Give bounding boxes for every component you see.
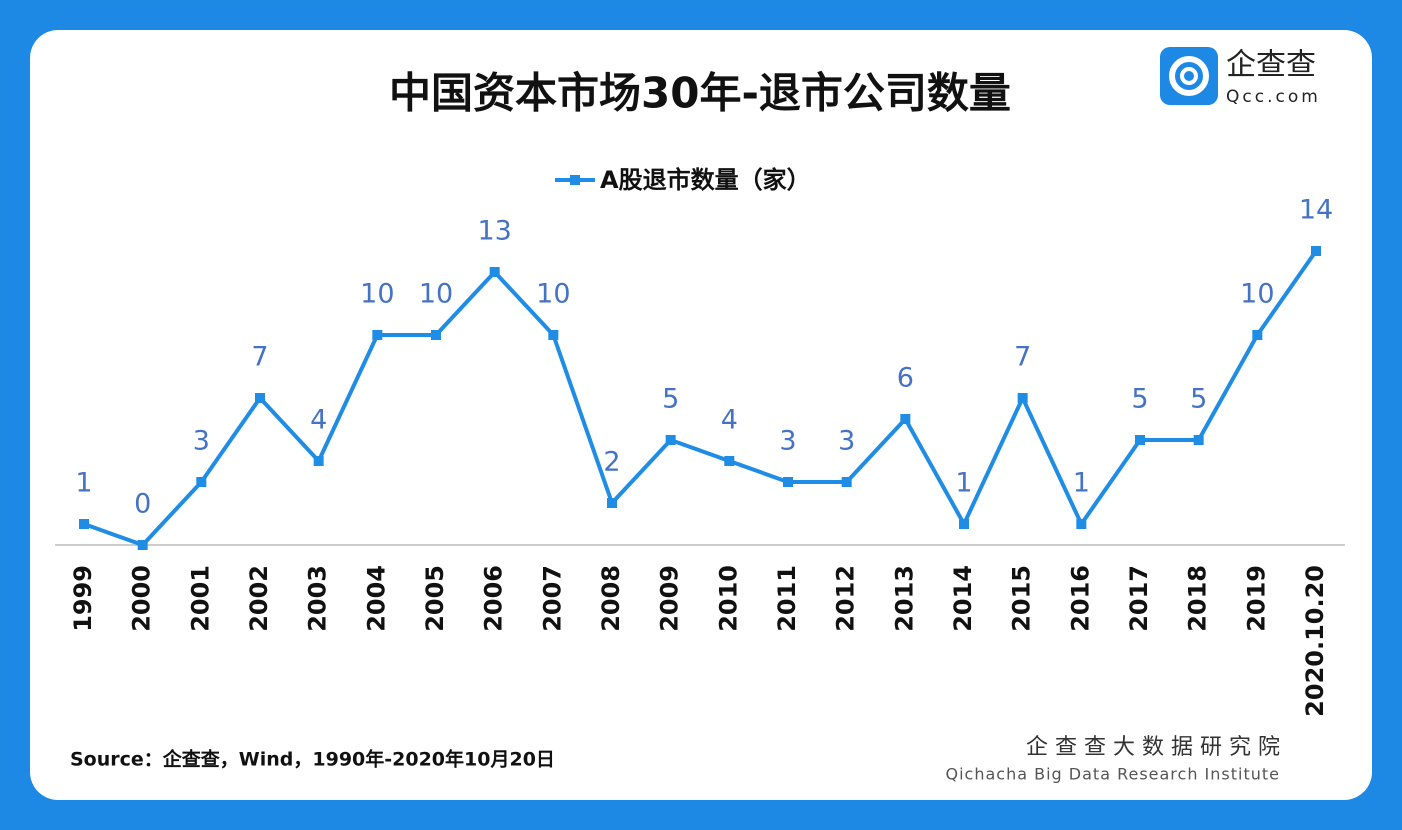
data-label: 1 [75, 468, 92, 499]
x-tick-label: 2012 [832, 565, 860, 632]
point-marker [841, 477, 852, 487]
point-marker [1017, 393, 1028, 403]
x-tick-label: 2005 [421, 565, 449, 632]
x-tick-label: 2001 [186, 565, 214, 632]
x-tick-label: 2020.10.20 [1301, 565, 1329, 717]
x-tick-label: 2011 [773, 565, 801, 632]
data-label: 10 [419, 279, 453, 310]
point-marker [1193, 435, 1204, 445]
data-label: 2 [603, 447, 620, 478]
point-marker [431, 330, 441, 340]
data-label: 10 [1240, 279, 1274, 310]
legend-marker [570, 175, 580, 185]
point-marker [313, 456, 324, 466]
data-label: 3 [838, 426, 855, 457]
point-marker [1076, 519, 1087, 529]
point-marker [900, 414, 911, 424]
logo-ring [1169, 56, 1209, 96]
data-label: 5 [1131, 384, 1148, 415]
point-marker [372, 330, 383, 340]
x-tick-label: 2019 [1242, 565, 1270, 632]
point-marker [665, 435, 676, 445]
data-label: 3 [779, 426, 796, 457]
data-label: 1 [955, 468, 972, 499]
point-marker [1252, 330, 1263, 340]
point-marker [489, 267, 500, 277]
x-tick-label: 2015 [1008, 565, 1036, 632]
data-label: 4 [310, 405, 327, 436]
data-label: 10 [536, 279, 570, 310]
data-label: 14 [1299, 195, 1333, 226]
data-label: 6 [897, 363, 914, 394]
x-tick-label: 2003 [304, 565, 332, 632]
data-label: 7 [1014, 342, 1031, 373]
x-tick-label: 2016 [1066, 565, 1094, 632]
chart-title: 中国资本市场30年-退市公司数量 [389, 69, 1011, 118]
x-tick-label: 2018 [1184, 565, 1212, 632]
data-label: 5 [1190, 384, 1207, 415]
point-marker [196, 477, 207, 487]
point-marker [783, 477, 793, 487]
point-marker [724, 456, 735, 466]
data-label: 10 [360, 279, 394, 310]
point-marker [607, 498, 617, 508]
point-marker [548, 330, 559, 340]
x-tick-label: 2004 [362, 565, 390, 632]
x-tick-label: 1999 [69, 565, 97, 632]
point-marker [1311, 246, 1321, 256]
x-tick-label: 2006 [480, 565, 508, 632]
data-label: 0 [134, 489, 151, 520]
series-line [83, 249, 1318, 547]
x-tick-label: 2010 [714, 565, 742, 632]
data-label: 5 [662, 384, 679, 415]
x-tick-label: 2007 [538, 565, 566, 632]
card [30, 30, 1372, 800]
x-tick-label: 2013 [890, 565, 918, 632]
logo-site: Qcc.com [1226, 87, 1321, 107]
logo-ring-inner [1180, 67, 1198, 85]
logo-icon [1160, 47, 1218, 105]
x-tick-label: 2002 [245, 565, 273, 632]
x-tick-label: 2000 [128, 565, 156, 632]
x-tick-label: 2017 [1125, 565, 1153, 632]
point-marker [137, 540, 148, 550]
legend-label: A股退市数量（家） [600, 166, 811, 194]
x-tick-label: 2009 [656, 565, 684, 632]
data-label: 13 [477, 216, 511, 247]
data-label: 1 [1073, 468, 1090, 499]
point-marker [255, 393, 265, 403]
point-marker [959, 519, 969, 529]
source: Source：企查查，Wind，1990年-2020年10月20日 [70, 748, 555, 771]
data-label: 4 [721, 405, 738, 436]
x-tick-label: 2014 [949, 565, 977, 632]
data-label: 3 [193, 426, 210, 457]
data-label: 7 [251, 342, 268, 373]
footer-english: Qichacha Big Data Research Institute [946, 765, 1280, 784]
x-tick-label: 2008 [597, 565, 625, 632]
point-marker [1135, 435, 1145, 445]
point-marker [79, 519, 89, 529]
logo-name: 企查查 [1226, 48, 1316, 83]
footer-name: 企 查 查 大 数 据 研 究 院 [1026, 735, 1280, 760]
